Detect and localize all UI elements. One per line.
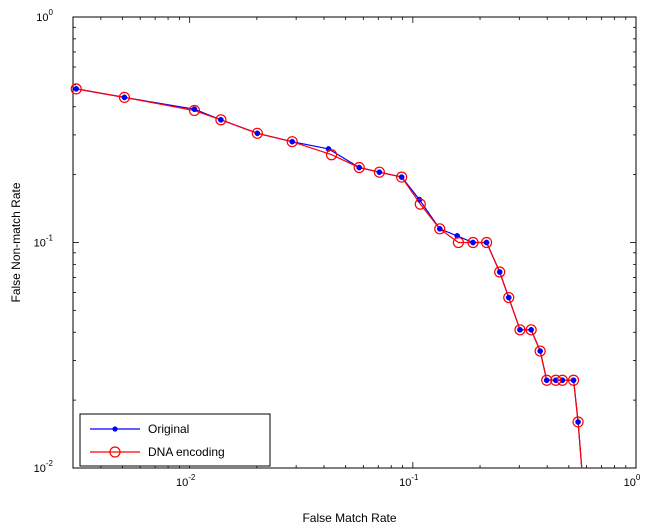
point-original — [543, 377, 550, 384]
point-dna-encoding — [373, 166, 385, 178]
y-tick-base: 10 — [36, 12, 48, 24]
point-dna-encoding — [503, 291, 515, 304]
point-original — [505, 294, 512, 301]
point-original — [191, 106, 198, 113]
x-tick-label: 100 — [624, 473, 641, 489]
x-tick-base: 10 — [176, 477, 188, 489]
point-original — [537, 348, 544, 354]
point-original — [356, 164, 363, 171]
point-dna-encoding — [353, 161, 365, 174]
y-tick-label: 100 — [36, 8, 53, 24]
point-original — [289, 138, 296, 145]
y-tick-exponent: -2 — [46, 459, 54, 468]
markers-layer — [70, 83, 584, 428]
y-axis-title: False Non-match Rate — [9, 182, 23, 302]
point-dna-encoding — [188, 104, 201, 117]
point-dna-encoding — [325, 149, 338, 161]
point-dna-encoding — [567, 374, 580, 386]
point-original — [254, 130, 261, 137]
point-original — [218, 116, 224, 123]
plot-frame — [72, 16, 637, 469]
point-original — [496, 269, 503, 275]
point-dna-encoding — [525, 324, 537, 336]
point-dna-encoding — [286, 136, 298, 148]
point-original — [436, 225, 443, 232]
legend: Original DNA encoding — [79, 413, 271, 467]
x-tick-label: 10-1 — [399, 473, 419, 489]
point-dna-encoding — [251, 127, 263, 139]
x-tick-base: 10 — [624, 477, 636, 489]
y-tick-label: 10-1 — [34, 234, 54, 250]
point-dna-encoding — [452, 236, 464, 249]
point-dna-encoding — [514, 324, 526, 336]
point-dna-encoding — [494, 266, 506, 278]
point-original — [73, 86, 80, 92]
point-dna-encoding — [541, 374, 553, 386]
point-original — [575, 419, 581, 425]
point-dna-encoding — [467, 236, 479, 249]
legend-box — [79, 413, 271, 467]
x-tick-exponent: -2 — [188, 473, 196, 482]
point-dna-encoding — [396, 171, 408, 183]
point-original — [470, 239, 476, 246]
point-dna-encoding — [414, 198, 426, 210]
point-original — [483, 239, 490, 246]
legend-marker-dna-encoding — [109, 446, 121, 458]
point-original — [398, 174, 405, 180]
y-tick-exponent: 0 — [49, 8, 54, 17]
point-original — [570, 377, 577, 384]
point-dna-encoding — [434, 223, 446, 235]
point-original — [528, 326, 535, 333]
y-tick-base: 10 — [34, 238, 46, 250]
x-tick-base: 10 — [399, 477, 411, 489]
y-tick-base: 10 — [34, 463, 46, 475]
legend-marker-original — [112, 426, 118, 432]
x-tick-exponent: -1 — [411, 473, 419, 482]
y-tick-exponent: -1 — [46, 234, 54, 243]
x-tick-exponent: 0 — [636, 473, 641, 482]
point-original — [121, 94, 128, 101]
point-dna-encoding — [556, 374, 569, 386]
legend-label-original: Original — [148, 422, 189, 436]
x-tick-label: 10-2 — [176, 473, 196, 489]
y-tick-label: 10-2 — [34, 459, 54, 475]
point-dna-encoding — [550, 374, 562, 386]
point-original — [376, 169, 383, 176]
x-axis-title: False Match Rate — [302, 511, 396, 525]
point-original — [517, 326, 523, 333]
point-dna-encoding — [534, 345, 546, 357]
point-dna-encoding — [215, 114, 227, 126]
point-dna-encoding — [480, 236, 493, 249]
point-dna-encoding — [70, 83, 82, 95]
point-dna-encoding — [118, 91, 131, 104]
legend-label-dna-encoding: DNA encoding — [148, 445, 225, 459]
point-dna-encoding — [572, 416, 584, 428]
